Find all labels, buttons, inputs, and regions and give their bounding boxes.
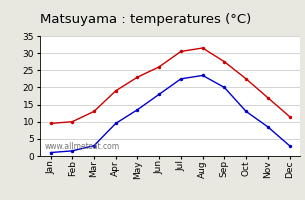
Text: Matsuyama : temperatures (°C): Matsuyama : temperatures (°C) — [40, 13, 251, 26]
Text: www.allmetsat.com: www.allmetsat.com — [45, 142, 120, 151]
